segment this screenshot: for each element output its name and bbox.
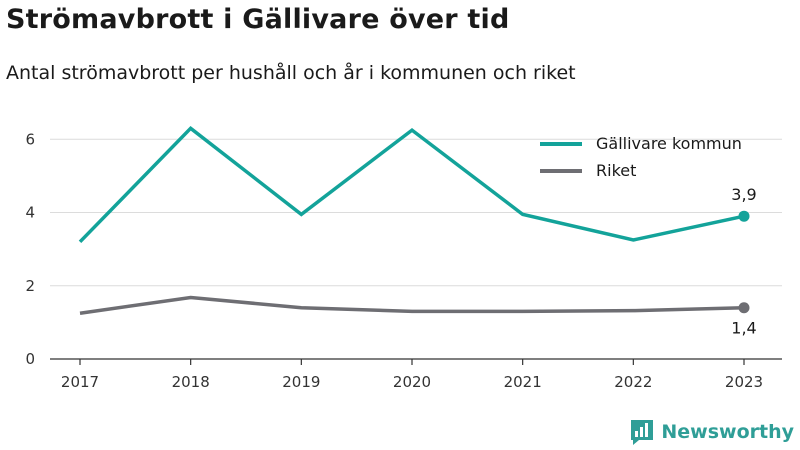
- chart-title: Strömavbrott i Gällivare över tid: [6, 4, 510, 35]
- series-line-1: [79, 295, 745, 315]
- y-tick-label-4: 4: [25, 204, 35, 222]
- end-value-label-1: 1,4: [731, 319, 756, 338]
- y-tick-label-6: 6: [25, 130, 35, 148]
- series-line-0: [78, 125, 745, 244]
- end-value-label-0: 3,9: [731, 185, 756, 204]
- y-tick-label-0: 0: [25, 350, 35, 368]
- newsworthy-logo-icon: [631, 420, 654, 445]
- axes: 0 2 4 6 2017 2018 2019 2020 2021 2022 2023: [25, 130, 782, 391]
- data-labels: 3,9 1,4: [731, 185, 756, 338]
- x-tick-label-2023: 2023: [725, 373, 763, 391]
- brand-name: Newsworthy: [661, 421, 794, 443]
- legend: Gällivare kommun Riket: [540, 134, 742, 180]
- x-tick-label-2021: 2021: [504, 373, 542, 391]
- series-end-point-0: [738, 210, 750, 222]
- legend-label-1: Riket: [596, 161, 636, 180]
- series-lines: [78, 125, 750, 315]
- brand-logo: Newsworthy: [629, 418, 794, 446]
- legend-label-0: Gällivare kommun: [596, 134, 742, 153]
- x-tick-label-2020: 2020: [393, 373, 431, 391]
- x-tick-label-2019: 2019: [282, 373, 320, 391]
- y-tick-label-2: 2: [25, 277, 35, 295]
- x-tick-label-2022: 2022: [614, 373, 652, 391]
- series-end-point-1: [738, 302, 750, 314]
- x-tick-label-2018: 2018: [172, 373, 210, 391]
- grid-lines: [50, 138, 782, 287]
- x-tick-label-2017: 2017: [61, 373, 99, 391]
- chart-subtitle: Antal strömavbrott per hushåll och år i …: [6, 62, 576, 84]
